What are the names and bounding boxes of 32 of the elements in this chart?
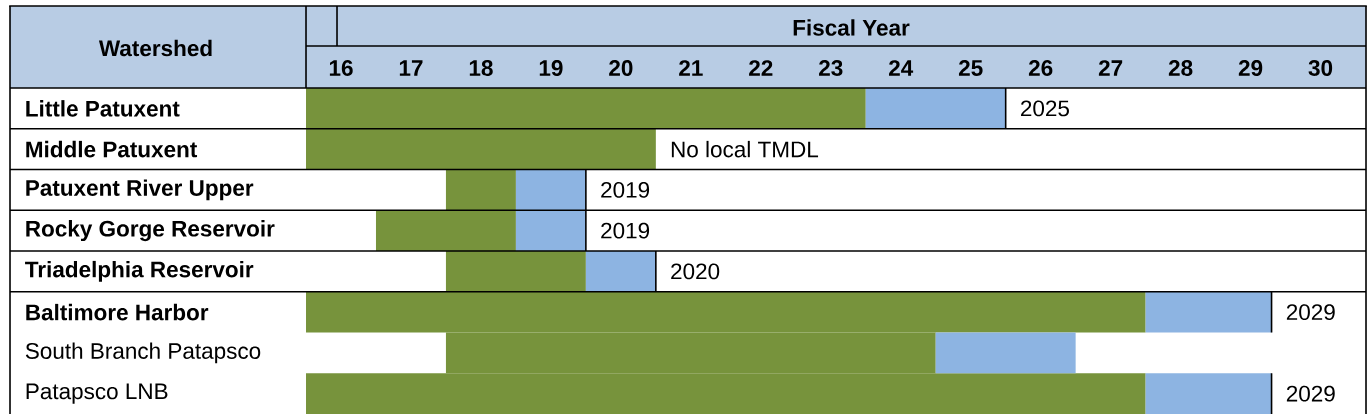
annotation: 2020 [671, 263, 720, 280]
x-tick-label: 16 [329, 60, 353, 76]
x-axis-title: Fiscal Year [793, 19, 910, 36]
x-tick-label: 29 [1238, 60, 1263, 76]
x-tick-label: 20 [609, 60, 633, 76]
y-tick-label: Patapsco LNB [26, 383, 168, 404]
annotation: No local TMDL [671, 140, 819, 158]
x-tick-label: 17 [399, 60, 423, 76]
x-tick-label: 28 [1168, 60, 1193, 76]
y-tick-label: Middle Patuxent [26, 140, 198, 158]
y-tick-label: Patuxent River Upper [26, 179, 254, 201]
y-tick-label: Little Patuxent [26, 100, 180, 117]
x-tick-label: 30 [1308, 60, 1333, 76]
x-tick-label: 19 [539, 60, 563, 76]
x-tick-label: 23 [819, 60, 843, 76]
y-tick-label: Rocky Gorge Reservoir [26, 220, 275, 242]
x-tick-label: 18 [469, 60, 493, 76]
x-tick-label: 27 [1098, 60, 1123, 76]
x-tick-label: 26 [1028, 60, 1053, 76]
y-tick-label: South Branch Patapsco [25, 342, 261, 364]
annotation: 2029 [1286, 385, 1335, 402]
x-tick-label: 21 [679, 60, 703, 76]
annotation: 2025 [1021, 100, 1069, 117]
x-tick-label: 24 [889, 60, 914, 76]
annotation: 2019 [601, 222, 650, 239]
x-tick-label: 22 [749, 60, 773, 76]
y-axis-title: Watershed [98, 39, 212, 57]
y-tick-label: Baltimore Harbor [26, 303, 209, 321]
annotation: 2019 [601, 181, 650, 198]
y-tick-label: Triadelphia Reservoir [25, 260, 254, 282]
annotation: 2029 [1286, 304, 1335, 321]
x-tick-label: 25 [958, 60, 983, 76]
